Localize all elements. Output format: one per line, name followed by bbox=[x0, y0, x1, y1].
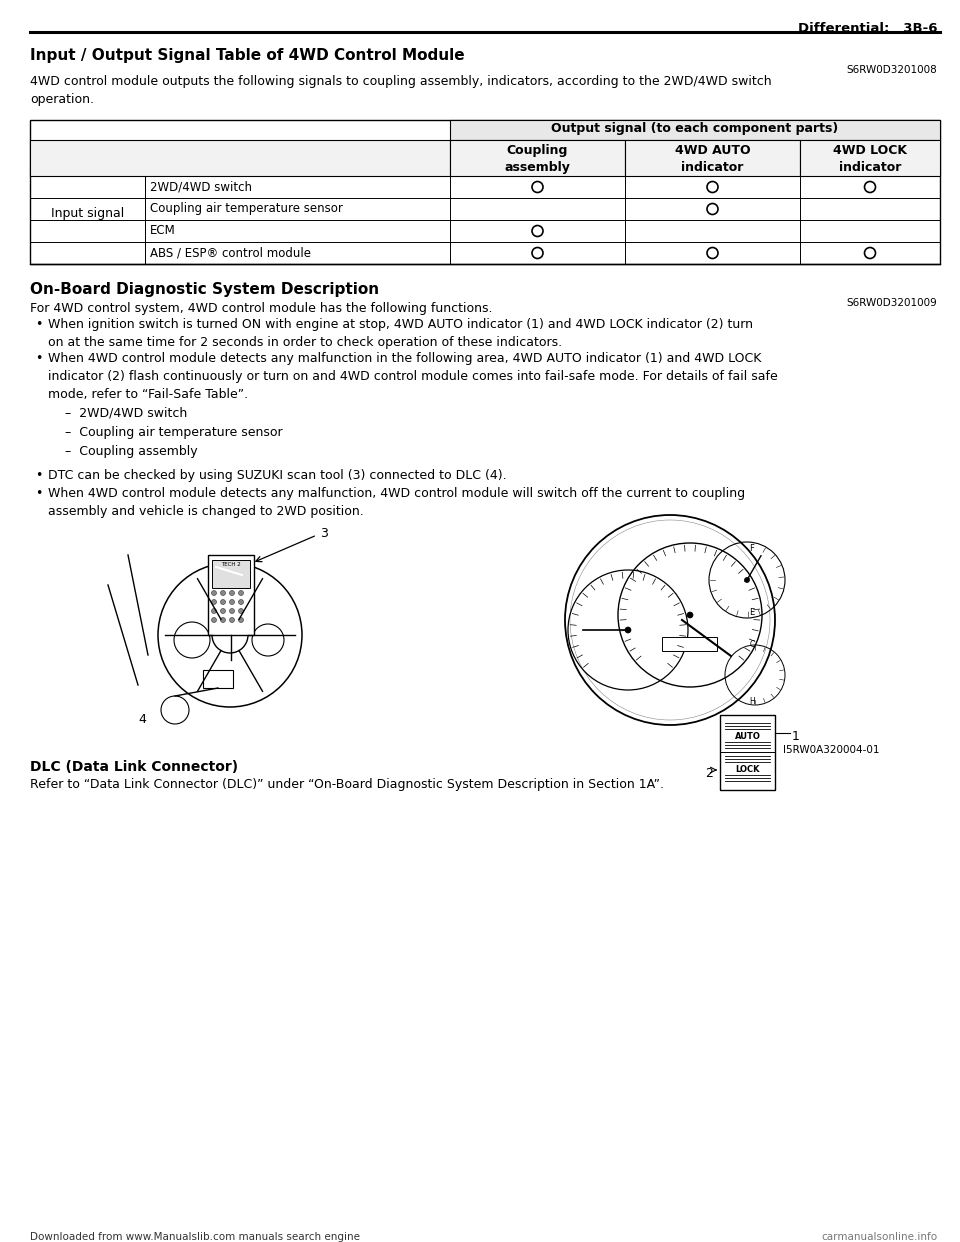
Bar bbox=[30, 140, 450, 176]
Bar bbox=[625, 140, 800, 176]
Circle shape bbox=[238, 600, 244, 605]
Text: E: E bbox=[750, 609, 755, 617]
Circle shape bbox=[211, 609, 217, 614]
Circle shape bbox=[238, 617, 244, 622]
Text: Differential:   3B-6: Differential: 3B-6 bbox=[798, 22, 937, 35]
Text: When 4WD control module detects any malfunction, 4WD control module will switch : When 4WD control module detects any malf… bbox=[48, 487, 745, 518]
Bar bbox=[208, 555, 254, 635]
Circle shape bbox=[745, 578, 750, 582]
Text: TECH 2: TECH 2 bbox=[221, 561, 241, 568]
Text: DLC (Data Link Connector): DLC (Data Link Connector) bbox=[30, 760, 238, 774]
Text: –  2WD/4WD switch: – 2WD/4WD switch bbox=[65, 407, 187, 420]
Circle shape bbox=[229, 617, 234, 622]
Bar bbox=[212, 560, 250, 587]
Circle shape bbox=[625, 627, 631, 633]
Text: For 4WD control system, 4WD control module has the following functions.: For 4WD control system, 4WD control modu… bbox=[30, 302, 492, 315]
Text: Downloaded from www.Manualslib.com manuals search engine: Downloaded from www.Manualslib.com manua… bbox=[30, 1232, 360, 1242]
Bar bbox=[662, 637, 717, 651]
Text: S6RW0D3201009: S6RW0D3201009 bbox=[847, 298, 937, 308]
Bar bbox=[30, 120, 940, 265]
Bar bbox=[720, 715, 775, 790]
Circle shape bbox=[221, 609, 226, 614]
Text: –  Coupling air temperature sensor: – Coupling air temperature sensor bbox=[65, 426, 282, 438]
Text: When 4WD control module detects any malfunction in the following area, 4WD AUTO : When 4WD control module detects any malf… bbox=[48, 351, 778, 401]
Circle shape bbox=[211, 600, 217, 605]
Text: •: • bbox=[35, 487, 42, 501]
Bar bbox=[450, 120, 940, 140]
Text: 1: 1 bbox=[792, 730, 800, 743]
Circle shape bbox=[238, 609, 244, 614]
Bar bbox=[203, 669, 233, 688]
Text: 3: 3 bbox=[320, 527, 328, 540]
Text: Input signal: Input signal bbox=[51, 206, 124, 220]
Text: Coupling
assembly: Coupling assembly bbox=[505, 144, 570, 174]
Text: When ignition switch is turned ON with engine at stop, 4WD AUTO indicator (1) an: When ignition switch is turned ON with e… bbox=[48, 318, 753, 349]
Text: 4WD AUTO
indicator: 4WD AUTO indicator bbox=[675, 144, 751, 174]
Circle shape bbox=[221, 590, 226, 595]
Circle shape bbox=[229, 590, 234, 595]
Text: ECM: ECM bbox=[150, 224, 176, 237]
Circle shape bbox=[211, 617, 217, 622]
Text: carmanualsonline.info: carmanualsonline.info bbox=[821, 1232, 937, 1242]
Text: ABS / ESP® control module: ABS / ESP® control module bbox=[150, 246, 311, 260]
Text: AUTO: AUTO bbox=[734, 732, 760, 741]
Circle shape bbox=[229, 600, 234, 605]
Text: Refer to “Data Link Connector (DLC)” under “On-Board Diagnostic System Descripti: Refer to “Data Link Connector (DLC)” und… bbox=[30, 777, 664, 791]
Text: Coupling air temperature sensor: Coupling air temperature sensor bbox=[150, 202, 343, 215]
Text: On-Board Diagnostic System Description: On-Board Diagnostic System Description bbox=[30, 282, 379, 297]
Text: •: • bbox=[35, 351, 42, 365]
Text: •: • bbox=[35, 318, 42, 332]
Circle shape bbox=[221, 600, 226, 605]
Text: 4: 4 bbox=[138, 713, 146, 727]
Circle shape bbox=[211, 590, 217, 595]
Bar bbox=[450, 140, 625, 176]
Text: 4WD LOCK
indicator: 4WD LOCK indicator bbox=[833, 144, 907, 174]
Text: F: F bbox=[750, 544, 755, 553]
Text: 2: 2 bbox=[705, 768, 713, 780]
Text: LOCK: LOCK bbox=[735, 765, 759, 774]
Text: S6RW0D3201008: S6RW0D3201008 bbox=[847, 65, 937, 75]
Text: H: H bbox=[749, 697, 755, 705]
Text: Input / Output Signal Table of 4WD Control Module: Input / Output Signal Table of 4WD Contr… bbox=[30, 48, 465, 63]
Text: C: C bbox=[750, 640, 755, 650]
Text: I5RW0A320004-01: I5RW0A320004-01 bbox=[783, 745, 880, 755]
Text: –  Coupling assembly: – Coupling assembly bbox=[65, 445, 198, 458]
Text: Output signal (to each component parts): Output signal (to each component parts) bbox=[551, 122, 839, 135]
Circle shape bbox=[687, 612, 693, 619]
Text: •: • bbox=[35, 469, 42, 482]
Text: 4WD control module outputs the following signals to coupling assembly, indicator: 4WD control module outputs the following… bbox=[30, 75, 772, 106]
Circle shape bbox=[221, 617, 226, 622]
Text: DTC can be checked by using SUZUKI scan tool (3) connected to DLC (4).: DTC can be checked by using SUZUKI scan … bbox=[48, 469, 507, 482]
Circle shape bbox=[229, 609, 234, 614]
Bar bbox=[800, 140, 940, 176]
Circle shape bbox=[238, 590, 244, 595]
Text: 2WD/4WD switch: 2WD/4WD switch bbox=[150, 180, 252, 193]
